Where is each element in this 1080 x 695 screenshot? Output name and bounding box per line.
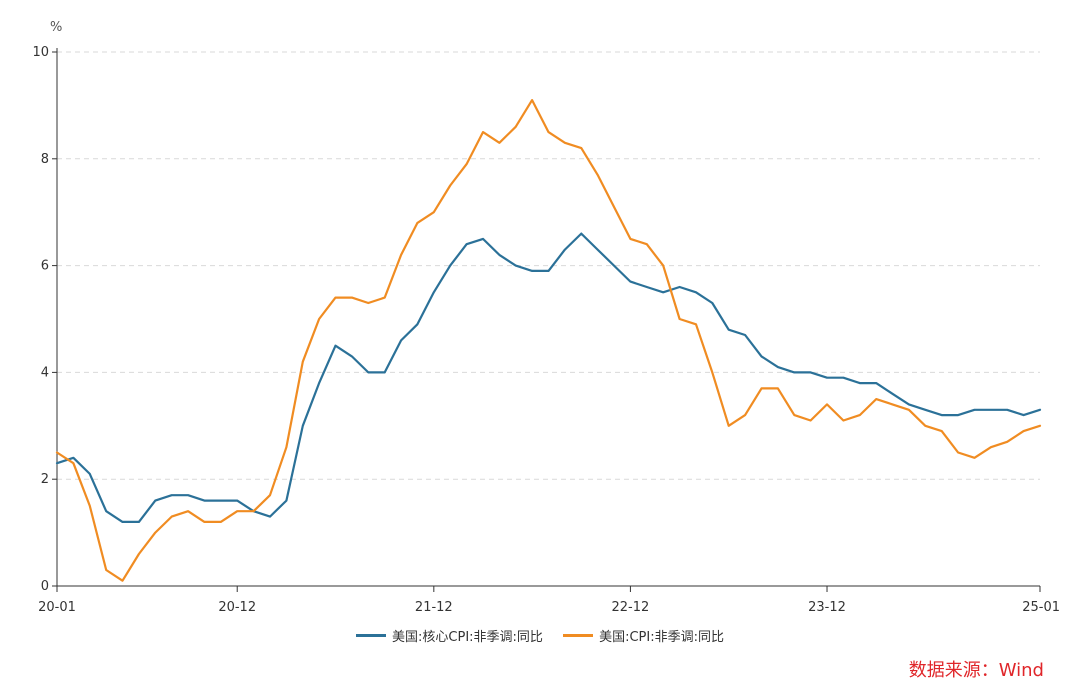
legend-item-core-cpi[interactable]: 美国:核心CPI:非季调:同比 — [356, 626, 543, 645]
x-tick-label: 23-12 — [808, 600, 846, 615]
x-tick-label: 20-12 — [218, 600, 256, 615]
legend-swatch-core-cpi — [356, 634, 387, 637]
y-tick-label: 10 — [32, 45, 49, 60]
legend: 美国:核心CPI:非季调:同比 美国:CPI:非季调:同比 — [0, 626, 1080, 645]
gridlines — [57, 51, 1040, 480]
axes: 0 2 4 6 8 10 20-01 20-12 21-12 22-12 23-12 25-01 — [32, 45, 1060, 615]
legend-swatch-cpi — [563, 634, 594, 637]
x-tick-label: 21-12 — [415, 600, 453, 615]
legend-label-core-cpi: 美国:核心CPI:非季调:同比 — [392, 630, 543, 645]
legend-item-cpi[interactable]: 美国:CPI:非季调:同比 — [563, 626, 724, 645]
data-source-note: 数据来源：Wind — [908, 660, 1044, 681]
x-tick-label: 20-01 — [38, 600, 76, 615]
series-lines — [55, 98, 1042, 582]
series-line-1 — [55, 98, 1042, 582]
y-tick-label: 4 — [41, 365, 49, 380]
y-axis-unit-label: % — [50, 20, 62, 35]
y-tick-label: 8 — [41, 152, 49, 167]
x-tick-label: 22-12 — [612, 600, 650, 615]
y-tick-label: 0 — [41, 579, 49, 594]
y-tick-label: 6 — [41, 259, 49, 274]
legend-label-cpi: 美国:CPI:非季调:同比 — [599, 630, 724, 645]
line-chart: 0 2 4 6 8 10 20-01 20-12 21-12 22-12 23-12 25-01 % — [32, 20, 1060, 615]
series-line-0 — [55, 232, 1042, 524]
x-tick-label: 25-01 — [1022, 600, 1060, 615]
y-tick-label: 2 — [41, 472, 49, 487]
